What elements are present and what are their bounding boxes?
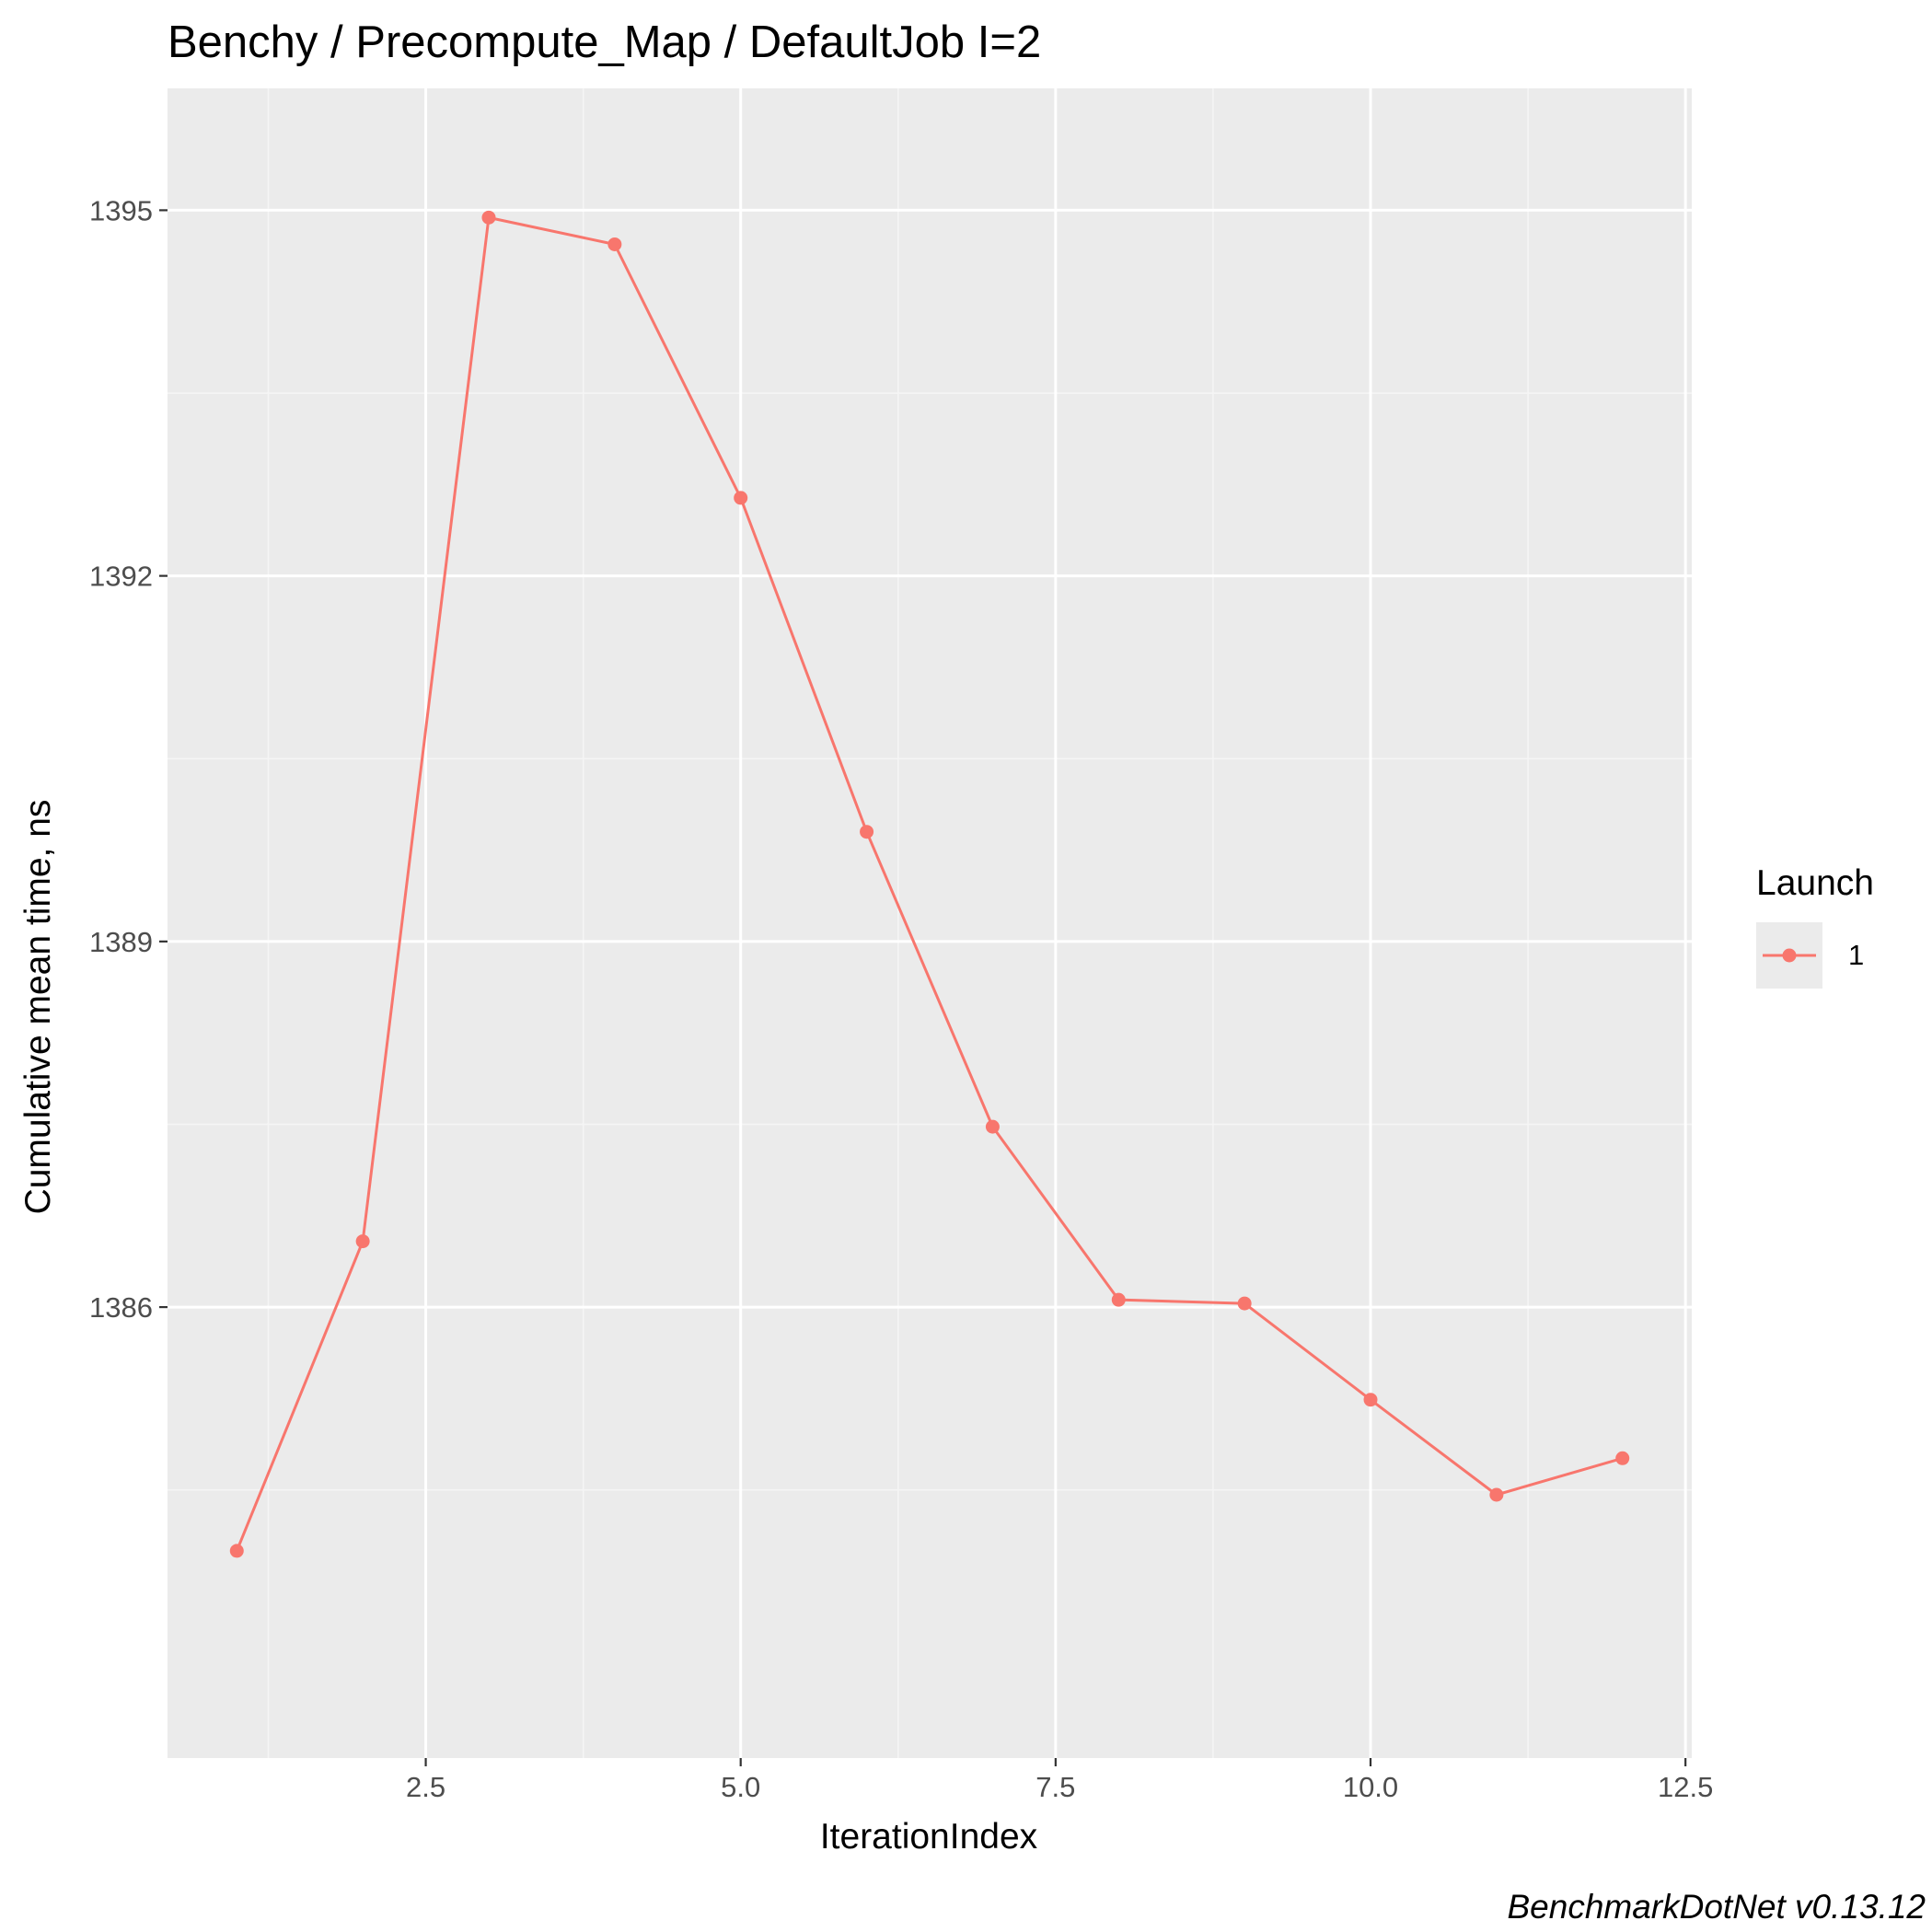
x-tick-label: 5.0 (721, 1771, 760, 1803)
y-tick-labels: 1386 1389 1392 1395 (89, 194, 153, 1324)
x-tick-labels: 2.5 5.0 7.5 10.0 12.5 (406, 1771, 1713, 1803)
major-gridlines (168, 88, 1692, 1758)
data-point (860, 825, 874, 839)
chart-caption: BenchmarkDotNet v0.13.12 (1507, 1888, 1926, 1926)
data-point (734, 491, 748, 505)
y-tick-label: 1386 (89, 1291, 153, 1324)
x-axis-title: IterationIndex (820, 1817, 1038, 1857)
data-point (229, 1544, 244, 1558)
legend-title: Launch (1756, 863, 1874, 903)
data-point (607, 237, 622, 251)
y-tick-label: 1389 (89, 926, 153, 958)
chart-title: Benchy / Precompute_Map / DefaultJob I=2 (168, 17, 1041, 67)
data-point (985, 1119, 1000, 1134)
legend-key-point (1782, 948, 1797, 963)
y-tick-label: 1392 (89, 561, 153, 593)
plot-panel (168, 88, 1692, 1758)
y-axis-title: Cumulative mean time, ns (18, 800, 58, 1215)
x-tick-label: 7.5 (1035, 1771, 1075, 1803)
legend-label: 1 (1848, 939, 1864, 971)
data-point (1489, 1487, 1504, 1502)
x-tick-label: 12.5 (1658, 1771, 1713, 1803)
data-point (481, 210, 496, 225)
data-point (1363, 1393, 1378, 1407)
x-tick-label: 2.5 (406, 1771, 445, 1803)
data-point (355, 1234, 370, 1249)
series-line (235, 215, 1624, 1552)
y-tick-label: 1395 (89, 194, 153, 226)
data-point (1237, 1296, 1252, 1311)
x-tick-label: 10.0 (1343, 1771, 1398, 1803)
data-point (1111, 1292, 1126, 1307)
legend-key (1756, 922, 1822, 989)
axis-ticks (159, 209, 1687, 1766)
series-layer (229, 210, 1630, 1558)
data-point (1615, 1451, 1630, 1465)
